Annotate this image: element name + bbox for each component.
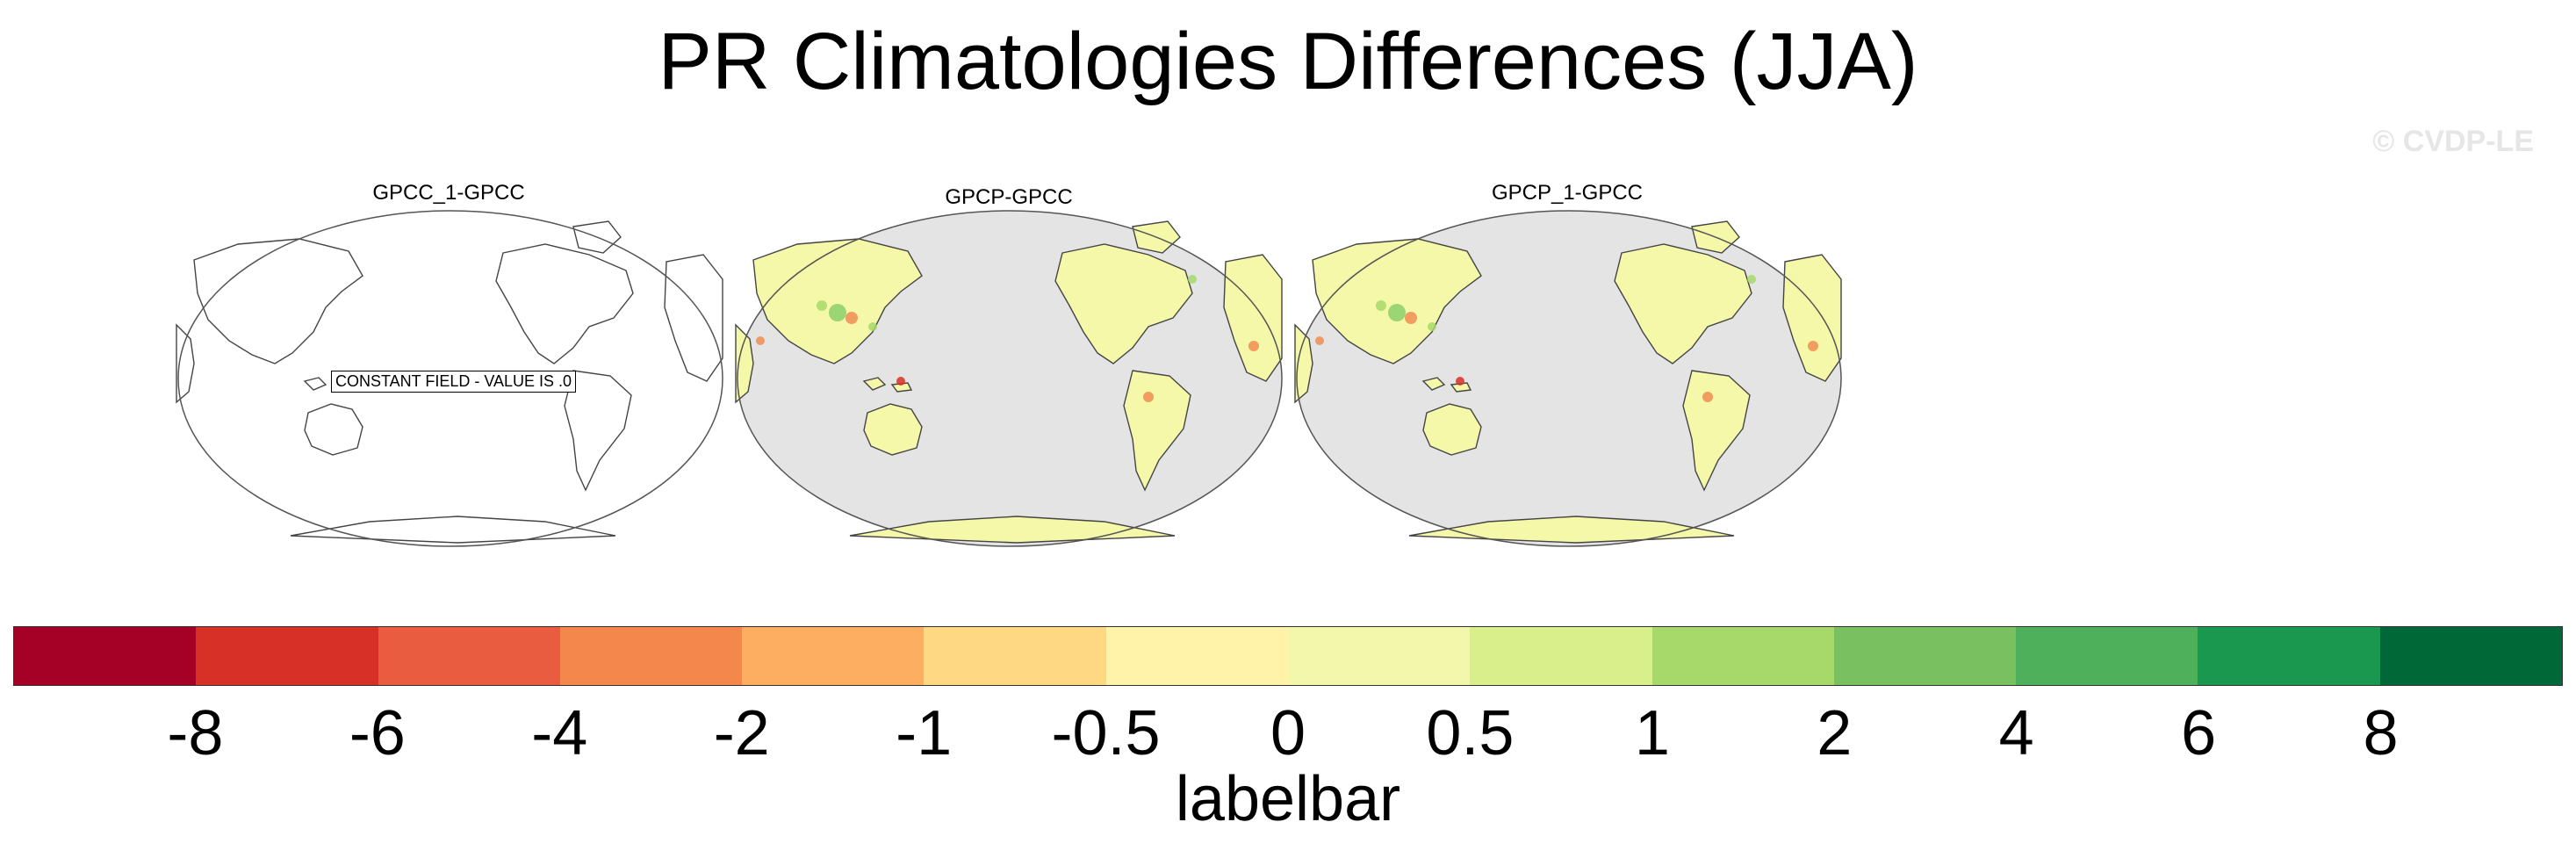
colorbar-label: labelbar <box>1175 764 1401 834</box>
land-antarctica <box>849 516 1176 544</box>
anomaly-spot <box>1456 377 1464 386</box>
land-east-asia <box>193 238 363 364</box>
colorbar-cell <box>924 627 1106 685</box>
map-panel-1 <box>176 210 723 547</box>
land-n-america <box>1614 243 1752 364</box>
land-antarctica <box>1408 516 1735 544</box>
colorbar-cell <box>1651 627 1834 685</box>
land-australia <box>1422 403 1482 456</box>
anomaly-spot <box>1376 300 1386 311</box>
anomaly-spot <box>1188 275 1197 284</box>
land-layer-2 <box>735 220 1283 544</box>
anomaly-spot <box>756 336 765 345</box>
panel-title-2: GPCP-GPCC <box>945 185 1073 209</box>
colorbar-cell <box>1470 627 1652 685</box>
anomaly-spot <box>868 322 877 331</box>
anomaly-spot <box>1388 304 1406 321</box>
land-africa <box>735 323 754 404</box>
anomaly-spot <box>845 312 858 324</box>
land-n-america <box>495 243 634 364</box>
anomaly-spot <box>1702 392 1713 402</box>
anomaly-spot <box>1405 312 1417 324</box>
colorbar-cell <box>2379 627 2562 685</box>
land-australia <box>863 403 923 456</box>
colorbar-cell <box>14 627 197 685</box>
watermark: © CVDP-LE <box>2372 125 2534 158</box>
colorbar-tick-label: 1 <box>1634 698 1670 768</box>
colorbar-cell <box>1833 627 2017 685</box>
land-layer-1 <box>176 220 723 544</box>
land-s-america <box>1682 370 1751 492</box>
anomaly-spot <box>1248 341 1259 351</box>
colorbar-tick-label: 6 <box>2181 698 2217 768</box>
land-s-america <box>564 370 632 492</box>
constant-field-label: CONSTANT FIELD - VALUE IS .0 <box>331 371 577 393</box>
colorbar-cell <box>742 627 925 685</box>
colorbar-tick-label: -1 <box>896 698 953 768</box>
colorbar-cell <box>378 627 560 685</box>
anomaly-spot <box>1315 336 1324 345</box>
colorbar-tick-label: 0.5 <box>1426 698 1515 768</box>
colorbar-tick-label: -0.5 <box>1051 698 1161 768</box>
colorbar-tick-label: -6 <box>349 698 406 768</box>
land-europe-afr <box>1223 254 1283 382</box>
colorbar-tick-label: 8 <box>2363 698 2399 768</box>
colorbar-tick-label: -4 <box>531 698 588 768</box>
colorbar-cell <box>2016 627 2198 685</box>
colorbar-cell <box>2198 627 2380 685</box>
colorbar-cell <box>1287 627 1471 685</box>
panel-title-1: GPCC_1-GPCC <box>372 181 525 205</box>
anomaly-spot <box>896 377 905 386</box>
colorbar-tick-label: 4 <box>1998 698 2034 768</box>
land-africa <box>176 323 195 404</box>
land-greenland <box>572 220 622 254</box>
colorbar-tick-label: 2 <box>1817 698 1853 768</box>
land-n-america <box>1054 243 1193 364</box>
anomaly-spot <box>1747 275 1756 284</box>
land-east-asia <box>1312 238 1482 364</box>
colorbar-cell <box>1105 627 1288 685</box>
colorbar-tick-label: -8 <box>167 698 224 768</box>
anomaly-spot <box>829 304 846 321</box>
land-australia <box>304 403 363 456</box>
colorbar-tick-label: -2 <box>713 698 770 768</box>
anomaly-spot <box>1808 341 1818 351</box>
anomaly-spot <box>1143 392 1154 402</box>
chart-title: PR Climatologies Differences (JJA) <box>658 17 1918 106</box>
colorbar <box>13 626 2563 686</box>
land-layer-3 <box>1294 220 1842 544</box>
map-panel-3 <box>1294 210 1842 547</box>
colorbar-tick-label: 0 <box>1270 698 1306 768</box>
anomaly-spot <box>817 300 827 311</box>
panel-title-3: GPCP_1-GPCC <box>1491 181 1644 205</box>
land-europe-afr <box>664 254 723 382</box>
land-europe-afr <box>1782 254 1842 382</box>
colorbar-cell <box>196 627 378 685</box>
anomaly-spot <box>1428 322 1436 331</box>
land-s-america <box>1123 370 1191 492</box>
land-antarctica <box>290 516 616 544</box>
land-africa <box>1294 323 1313 404</box>
colorbar-cell <box>559 627 743 685</box>
land-east-asia <box>752 238 923 364</box>
map-panel-2 <box>735 210 1283 547</box>
